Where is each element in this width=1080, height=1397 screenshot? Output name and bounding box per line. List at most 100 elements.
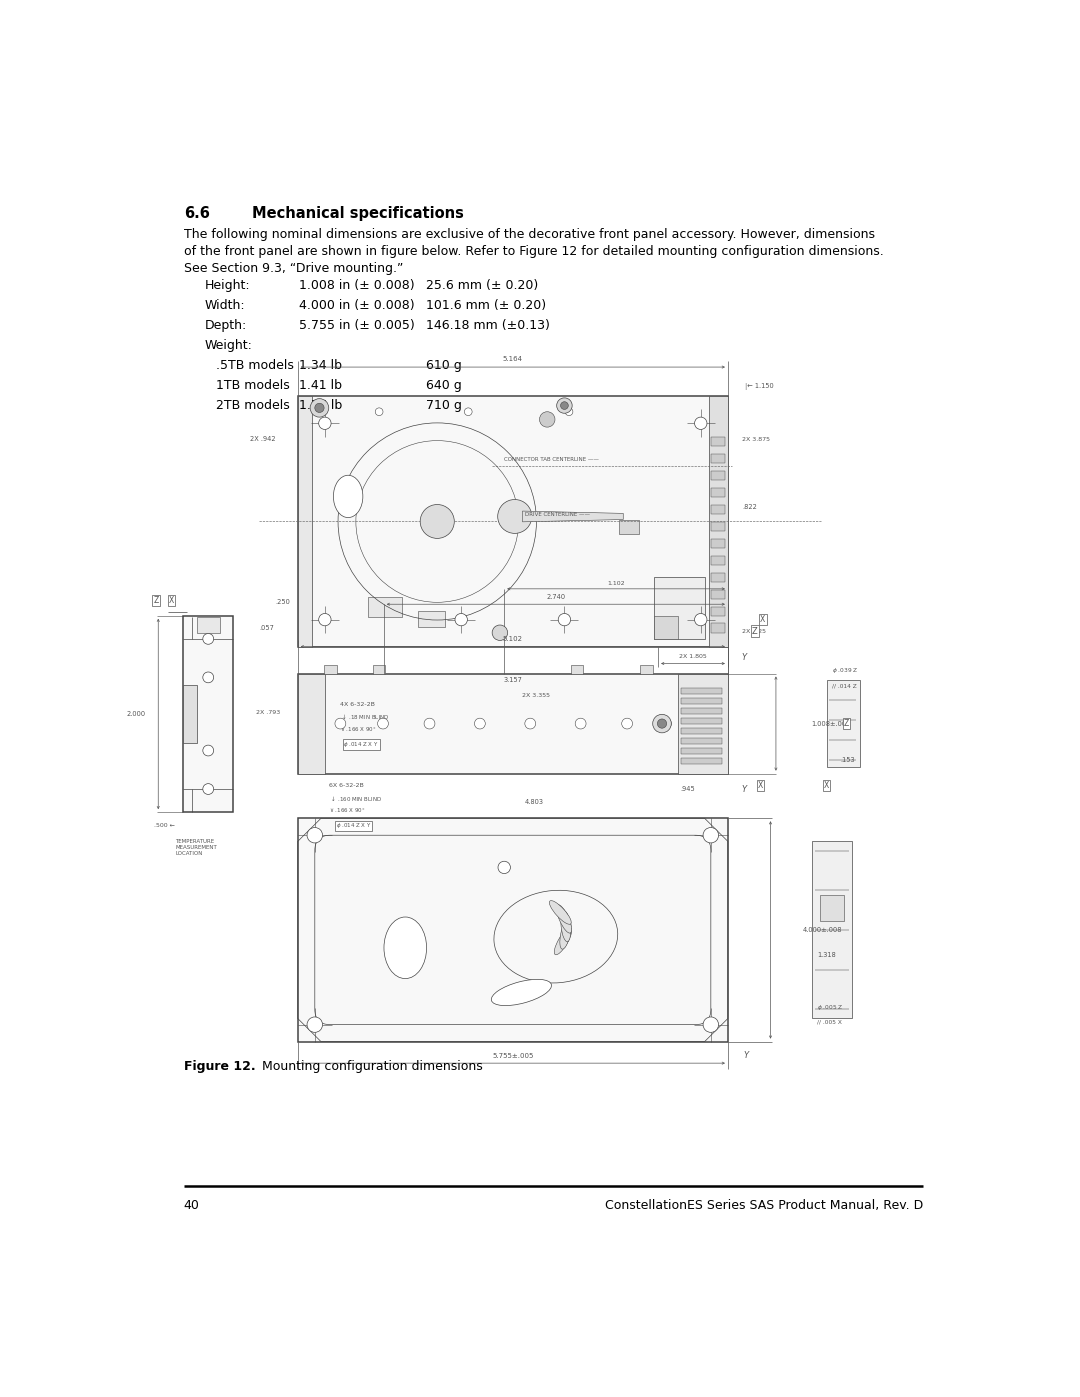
Text: 1.57 lb: 1.57 lb [299,398,342,412]
Text: Depth:: Depth: [205,319,247,331]
Text: 5.755±.005: 5.755±.005 [492,1052,534,1059]
Text: .822: .822 [742,504,757,510]
Text: .153: .153 [840,757,855,763]
Text: 3.157: 3.157 [503,678,523,683]
Bar [197,617,220,633]
Text: See Section 9.3, “Drive mounting.”: See Section 9.3, “Drive mounting.” [184,261,403,275]
Bar [298,673,728,774]
Circle shape [694,613,707,626]
Bar [711,471,725,481]
Bar [677,673,728,774]
Text: |← 1.150: |← 1.150 [745,383,773,390]
Bar [708,397,728,647]
Text: $\phi$ .014 Z X Y: $\phi$ .014 Z X Y [336,821,372,830]
Bar [711,623,725,633]
Ellipse shape [491,979,552,1006]
Bar [711,504,725,514]
Text: Y: Y [742,785,747,793]
Bar [711,488,725,497]
Text: Height:: Height: [205,278,251,292]
Circle shape [703,1017,718,1032]
Text: 710 g: 710 g [426,398,461,412]
Text: 4.000±.008: 4.000±.008 [804,928,842,933]
Text: .057: .057 [259,624,274,630]
Circle shape [492,624,508,640]
Text: 2X 1.805: 2X 1.805 [679,654,707,659]
Bar [324,665,337,675]
Circle shape [540,412,555,427]
Text: 5.102: 5.102 [503,636,523,643]
Bar [681,698,721,704]
Text: 610 g: 610 g [426,359,461,372]
Text: 1.34 lb: 1.34 lb [299,359,342,372]
Text: .500 ←: .500 ← [154,823,175,828]
Bar [183,685,197,743]
Text: of the front panel are shown in figure below. Refer to Figure 12 for detailed mo: of the front panel are shown in figure b… [184,244,883,258]
Circle shape [703,827,718,842]
Ellipse shape [561,911,570,942]
Text: Y: Y [742,652,747,662]
Circle shape [203,672,214,683]
Text: 4.000 in (± 0.008): 4.000 in (± 0.008) [299,299,415,312]
Text: 2X .942: 2X .942 [249,436,275,443]
Text: 2TB models: 2TB models [216,398,291,412]
Text: X: X [168,597,174,605]
Text: 101.6 mm (± 0.20): 101.6 mm (± 0.20) [426,299,545,312]
Ellipse shape [334,475,363,518]
Ellipse shape [556,905,571,933]
Text: 6.6: 6.6 [184,207,210,221]
Ellipse shape [559,919,571,949]
Bar [654,616,677,638]
Circle shape [310,398,328,418]
Text: 40: 40 [184,1199,200,1211]
Bar [418,610,445,627]
Circle shape [558,613,570,626]
Text: Z: Z [153,597,159,605]
Text: 2X .125: 2X .125 [742,629,766,634]
Text: Z: Z [843,719,849,728]
Circle shape [375,408,383,415]
Bar [711,539,725,548]
Ellipse shape [550,901,571,925]
Circle shape [203,784,214,795]
Text: $\phi$ .014 Z X Y: $\phi$ .014 Z X Y [343,740,379,749]
Circle shape [203,745,214,756]
Circle shape [307,827,323,842]
Text: 5.755 in (± 0.005): 5.755 in (± 0.005) [299,319,415,331]
Text: Mounting configuration dimensions: Mounting configuration dimensions [242,1060,483,1073]
Circle shape [556,398,572,414]
Bar [654,577,704,638]
Bar [570,665,583,675]
Text: // .014 Z: // .014 Z [833,683,858,689]
Bar [820,894,843,921]
Circle shape [455,613,468,626]
Text: 6X 6-32-2B: 6X 6-32-2B [328,784,364,788]
Bar [681,728,721,735]
Text: 2X 3.875: 2X 3.875 [742,437,770,443]
Text: 2.740: 2.740 [546,594,566,599]
Circle shape [314,404,324,412]
Text: $\phi$ .039 Z: $\phi$ .039 Z [833,666,859,675]
Circle shape [661,718,672,729]
Bar [681,708,721,714]
Text: 1.41 lb: 1.41 lb [299,379,342,391]
Text: Figure 12.: Figure 12. [184,1060,256,1073]
Bar [811,841,852,1018]
Text: CONNECTOR TAB CENTERLINE ——: CONNECTOR TAB CENTERLINE —— [504,457,598,462]
Circle shape [474,718,485,729]
Circle shape [420,504,455,538]
Text: 25.6 mm (± 0.20): 25.6 mm (± 0.20) [426,278,538,292]
Circle shape [652,714,672,733]
Text: TEMPERATURE
MEASUREMENT
LOCATION: TEMPERATURE MEASUREMENT LOCATION [175,840,217,856]
Ellipse shape [384,916,427,979]
Bar [711,556,725,564]
Bar [298,819,728,1042]
Text: Mechanical specifications: Mechanical specifications [252,207,464,221]
Text: 640 g: 640 g [426,379,461,391]
Circle shape [658,719,666,728]
Text: .5TB models: .5TB models [216,359,294,372]
Text: 2X 3.355: 2X 3.355 [522,693,550,697]
Text: .945: .945 [680,785,694,792]
Text: $\downarrow$ .18 MIN BLIND: $\downarrow$ .18 MIN BLIND [340,712,390,721]
Bar [711,590,725,599]
